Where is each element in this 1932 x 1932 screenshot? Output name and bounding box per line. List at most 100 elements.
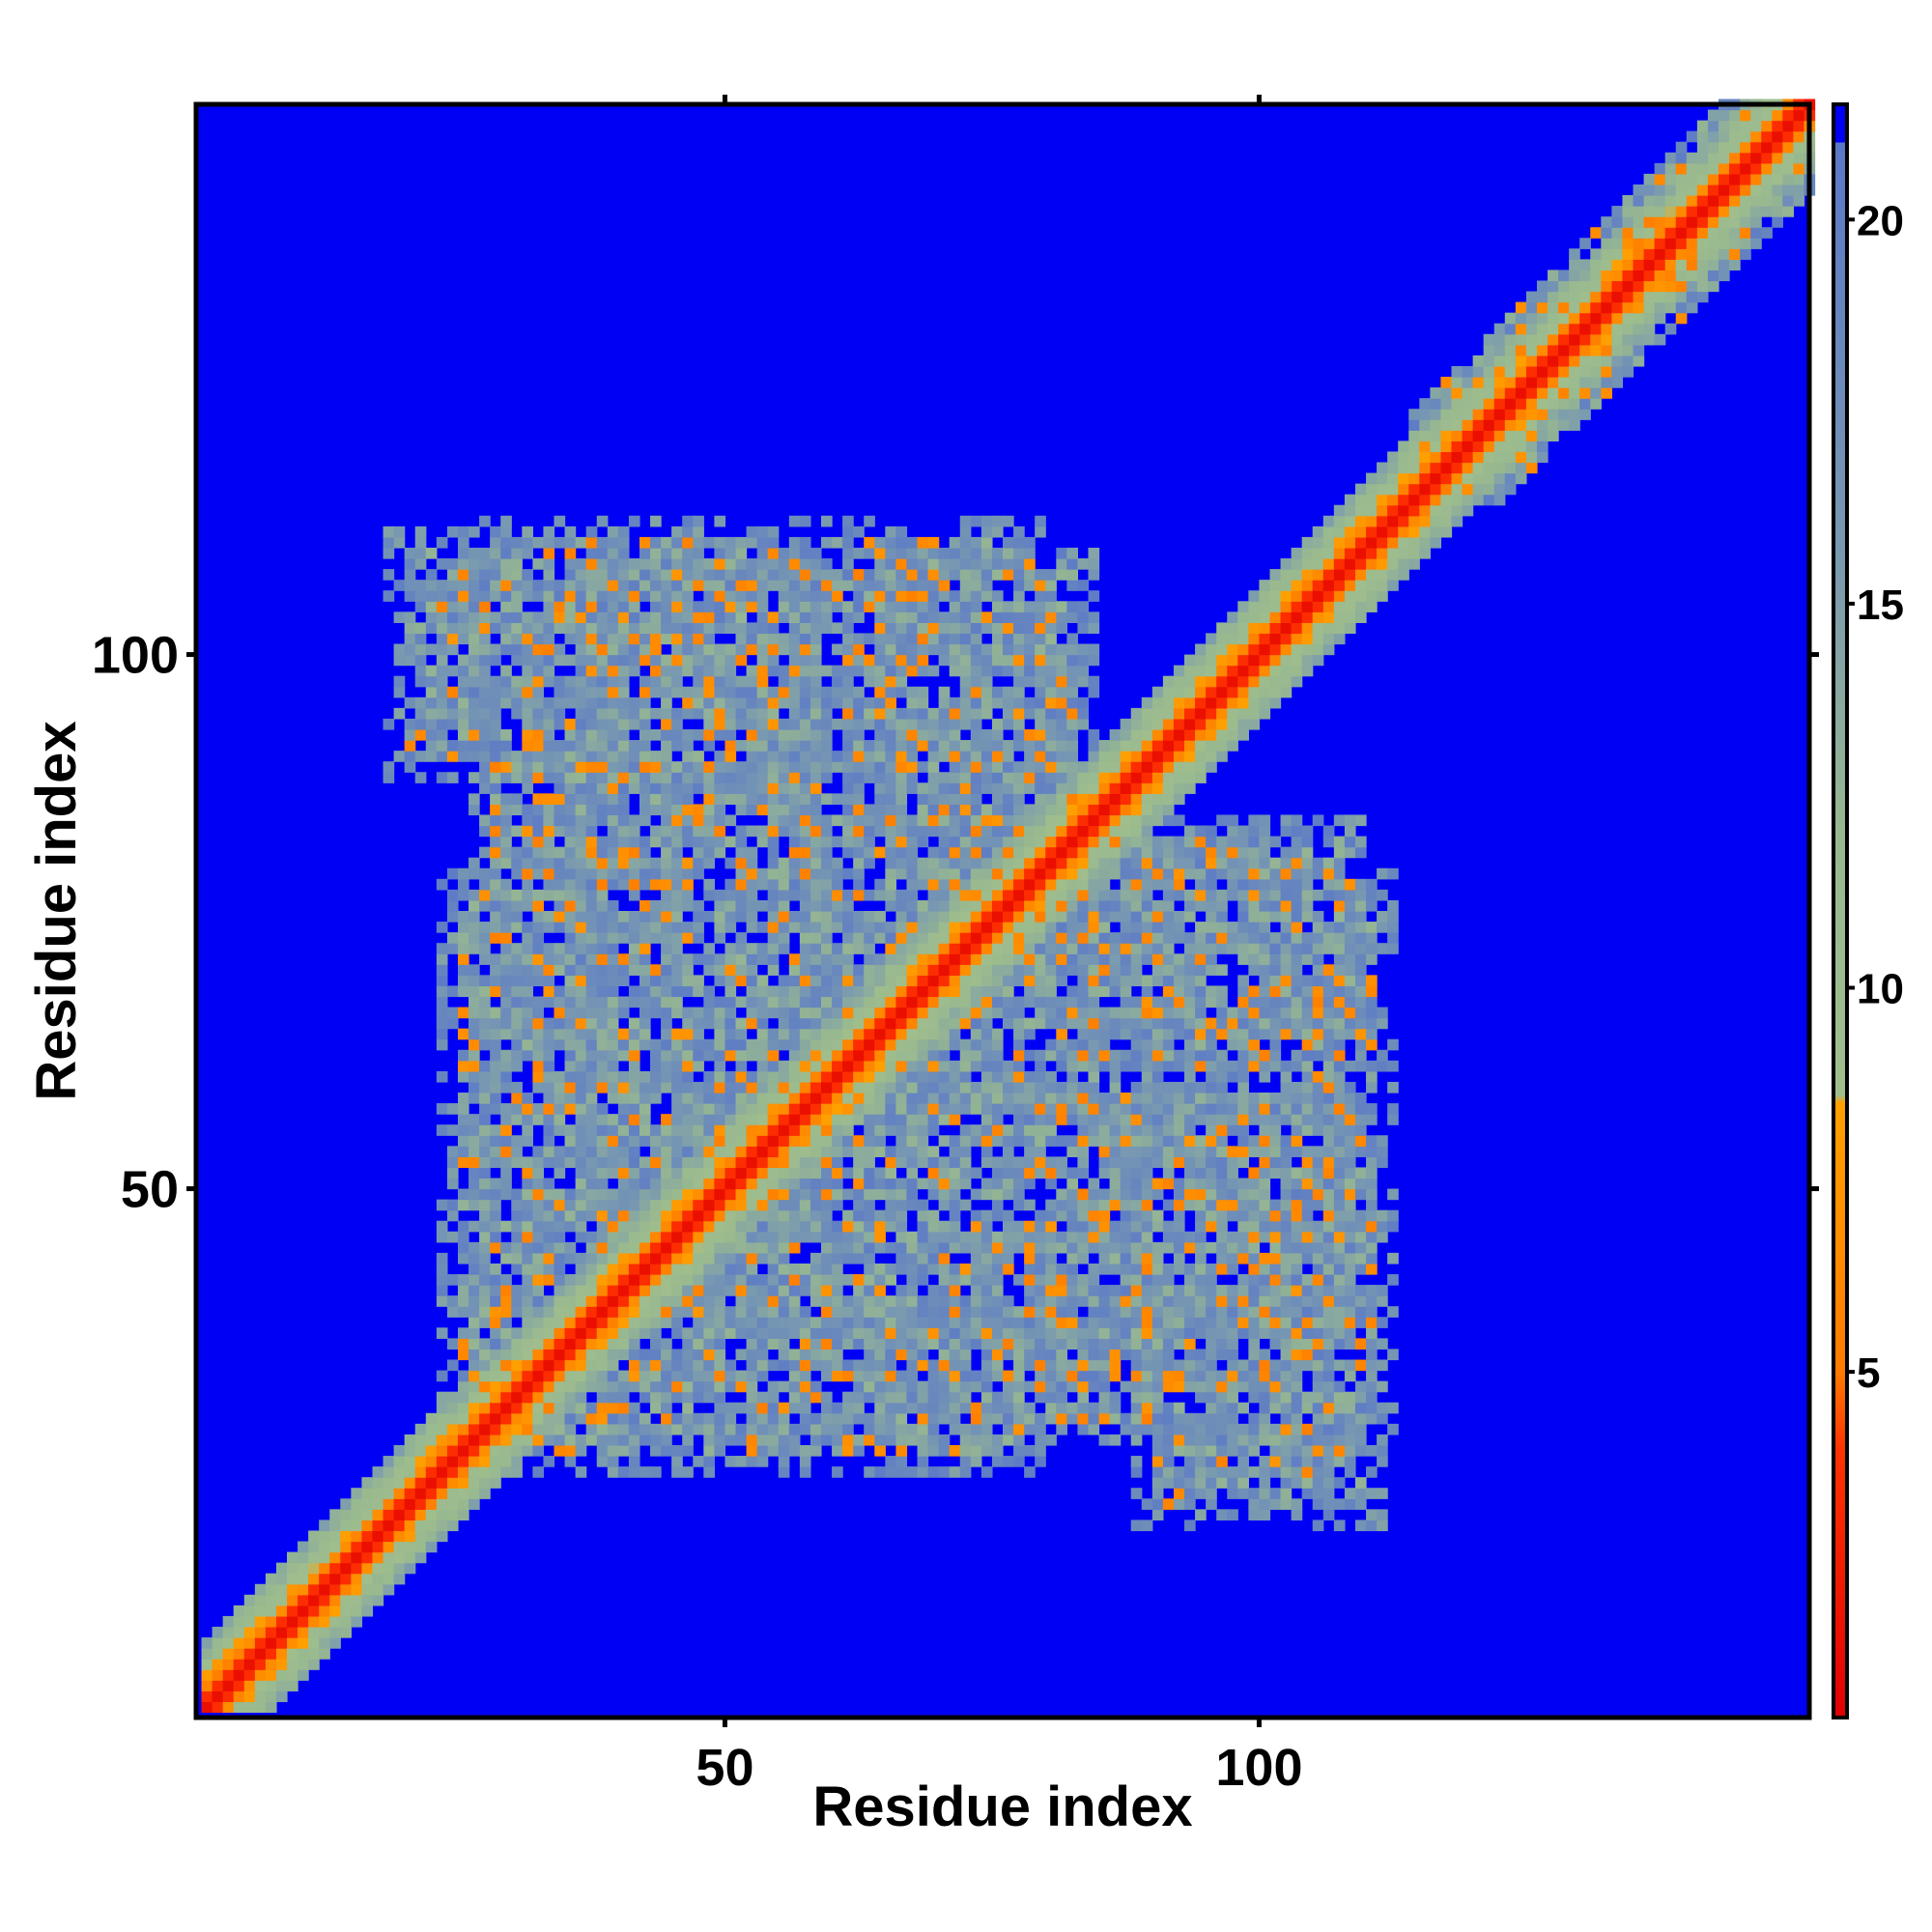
heatmap-cell — [938, 1188, 951, 1201]
heatmap-cell — [853, 814, 865, 827]
heatmap-cell — [575, 1156, 587, 1169]
heatmap-cell — [490, 696, 501, 709]
heatmap-cell — [927, 558, 940, 570]
heatmap-cell — [917, 643, 929, 656]
heatmap-cell — [617, 953, 630, 965]
heatmap-cell — [682, 751, 694, 762]
heatmap-cell — [457, 740, 469, 752]
heatmap-cell — [361, 1605, 374, 1617]
heatmap-cell — [991, 1038, 1004, 1051]
heatmap-cell — [832, 1124, 843, 1136]
heatmap-cell — [885, 526, 896, 538]
heatmap-cell — [532, 1241, 545, 1254]
heatmap-cell — [1066, 985, 1079, 998]
heatmap-cell — [746, 1209, 758, 1222]
heatmap-cell — [810, 1167, 822, 1179]
heatmap-cell — [767, 943, 780, 954]
heatmap-cell — [661, 1060, 672, 1072]
heatmap-cell — [607, 1156, 619, 1169]
heatmap-cell — [469, 1391, 480, 1404]
heatmap-cell — [724, 953, 737, 965]
heatmap-cell — [1035, 718, 1046, 730]
heatmap-cell — [617, 804, 630, 816]
heatmap-cell — [767, 1423, 780, 1435]
heatmap-cell — [746, 1274, 758, 1286]
heatmap-cell — [628, 1359, 640, 1372]
heatmap-cell — [585, 1178, 598, 1190]
heatmap-cell — [585, 1285, 598, 1296]
heatmap-cell — [938, 1327, 951, 1339]
heatmap-cell — [714, 1444, 726, 1457]
heatmap-cell — [959, 569, 972, 581]
heatmap-cell — [1003, 547, 1014, 559]
heatmap-cell — [842, 611, 854, 623]
heatmap-cell — [457, 1456, 469, 1467]
heatmap-cell — [1024, 804, 1036, 816]
heatmap-cell — [949, 943, 961, 954]
heatmap-cell — [554, 1285, 566, 1296]
heatmap-cell — [810, 1252, 822, 1264]
heatmap-cell — [735, 1295, 748, 1307]
heatmap-cell — [575, 932, 587, 944]
heatmap-cell — [906, 547, 919, 559]
heatmap-cell — [895, 1370, 908, 1382]
heatmap-cell — [457, 1103, 469, 1115]
heatmap-cell — [895, 814, 908, 827]
heatmap-cell — [799, 1209, 811, 1222]
heatmap-cell — [735, 547, 748, 559]
heatmap-cell — [917, 1380, 929, 1393]
heatmap-cell — [254, 1637, 267, 1649]
heatmap-cell — [853, 1434, 865, 1446]
heatmap-cell — [778, 1380, 790, 1393]
heatmap-cell — [1013, 1007, 1025, 1019]
heatmap-cell — [991, 526, 1004, 538]
heatmap-cell — [639, 1007, 651, 1019]
heatmap-cell — [1056, 611, 1067, 623]
heatmap-cell — [788, 611, 801, 623]
heatmap-cell — [842, 1412, 854, 1425]
heatmap-cell — [980, 1231, 993, 1243]
heatmap-cell — [949, 1241, 961, 1254]
heatmap-cell — [917, 1327, 929, 1339]
heatmap-cell — [735, 1124, 748, 1136]
heatmap-cell — [874, 1295, 886, 1307]
heatmap-cell — [554, 1028, 566, 1040]
heatmap-cell — [949, 1402, 961, 1414]
heatmap-cell — [554, 1081, 566, 1094]
heatmap-cell — [949, 867, 961, 880]
heatmap-cell — [490, 1380, 501, 1393]
heatmap-cell — [650, 1306, 662, 1318]
heatmap-cell — [938, 782, 951, 794]
heatmap-cell — [564, 899, 577, 912]
heatmap-cell — [895, 1434, 908, 1446]
heatmap-cell — [724, 536, 737, 549]
heatmap-cell — [980, 1252, 993, 1264]
heatmap-cell — [682, 1306, 694, 1318]
heatmap-cell — [917, 536, 929, 549]
heatmap-cell — [554, 601, 566, 612]
heatmap-cell — [917, 611, 929, 623]
heatmap-cell — [1045, 718, 1057, 730]
heatmap-cell — [735, 1188, 748, 1201]
heatmap-cell — [1024, 1178, 1036, 1190]
heatmap-cell — [864, 569, 875, 581]
heatmap-cell — [500, 846, 512, 859]
heatmap-cell — [949, 718, 961, 730]
heatmap-cell — [1024, 633, 1036, 645]
heatmap-cell — [895, 1295, 908, 1307]
heatmap-cell — [906, 1434, 919, 1446]
heatmap-cell — [554, 1007, 566, 1019]
heatmap-cell — [596, 1070, 609, 1083]
heatmap-cell — [233, 1701, 245, 1714]
heatmap-cell — [917, 1007, 929, 1019]
heatmap-cell — [522, 1359, 533, 1372]
heatmap-cell — [639, 922, 651, 933]
heatmap-cell — [980, 814, 993, 827]
heatmap-cell — [414, 1456, 427, 1467]
heatmap-cell — [490, 1456, 501, 1467]
heatmap-cell — [767, 569, 780, 581]
heatmap-cell — [832, 601, 843, 612]
heatmap-cell — [693, 569, 704, 581]
heatmap-cell — [682, 1391, 694, 1404]
heatmap-cell — [532, 1274, 545, 1286]
